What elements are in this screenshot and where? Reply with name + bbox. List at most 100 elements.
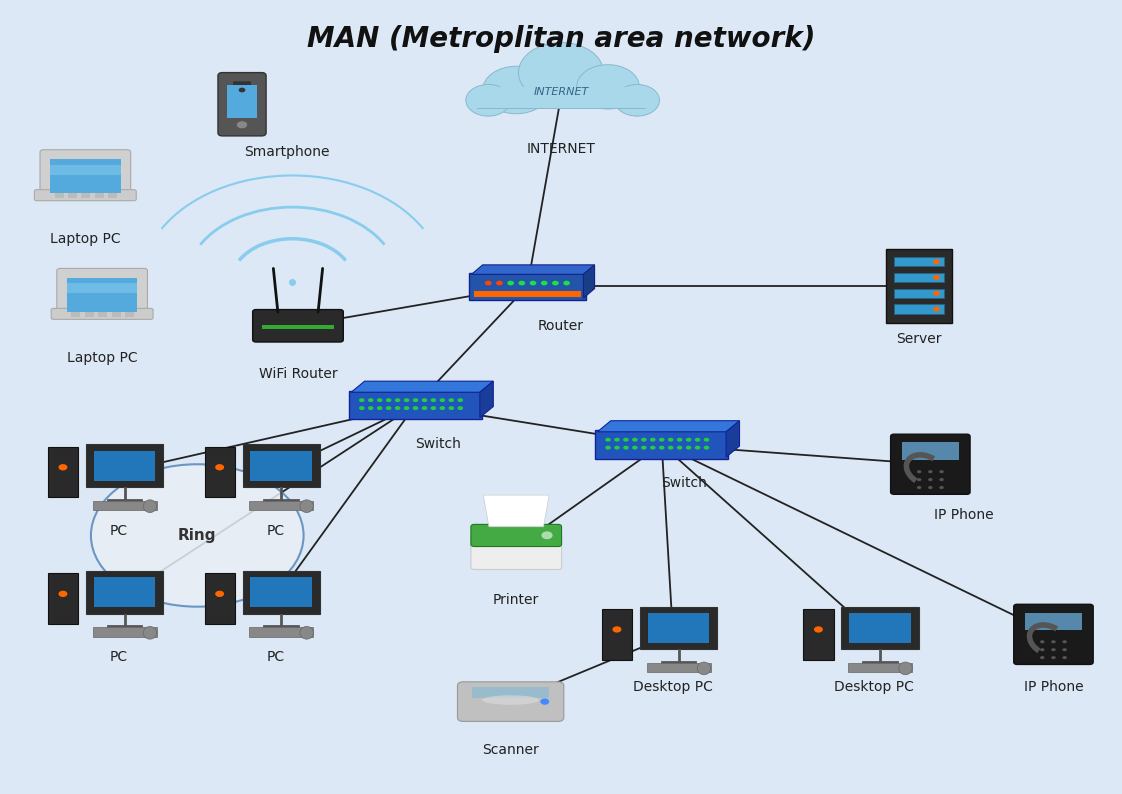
Circle shape — [939, 470, 944, 473]
FancyBboxPatch shape — [67, 283, 137, 294]
Ellipse shape — [300, 500, 313, 512]
Circle shape — [641, 437, 646, 441]
Circle shape — [1063, 648, 1067, 651]
FancyBboxPatch shape — [458, 682, 563, 722]
Polygon shape — [583, 265, 595, 298]
Circle shape — [917, 470, 921, 473]
Circle shape — [659, 437, 664, 441]
FancyBboxPatch shape — [646, 663, 710, 673]
Circle shape — [934, 260, 940, 264]
FancyBboxPatch shape — [109, 194, 117, 198]
Polygon shape — [726, 421, 739, 457]
FancyBboxPatch shape — [849, 613, 911, 643]
Circle shape — [917, 486, 921, 489]
Text: WiFi Router: WiFi Router — [259, 367, 338, 381]
FancyBboxPatch shape — [86, 445, 163, 488]
Circle shape — [928, 470, 932, 473]
Circle shape — [58, 591, 67, 597]
Circle shape — [58, 464, 67, 470]
Ellipse shape — [144, 500, 157, 512]
Circle shape — [917, 478, 921, 481]
Circle shape — [686, 437, 691, 441]
Circle shape — [605, 437, 610, 441]
Text: INTERNET: INTERNET — [526, 142, 596, 156]
Circle shape — [928, 478, 932, 481]
FancyBboxPatch shape — [48, 573, 79, 624]
FancyBboxPatch shape — [472, 688, 550, 699]
Circle shape — [1051, 648, 1056, 651]
Text: Laptop PC: Laptop PC — [67, 351, 137, 365]
FancyBboxPatch shape — [233, 81, 251, 86]
FancyBboxPatch shape — [252, 310, 343, 342]
FancyBboxPatch shape — [477, 87, 645, 109]
Circle shape — [440, 398, 445, 402]
Circle shape — [686, 445, 691, 449]
FancyBboxPatch shape — [473, 291, 581, 296]
Polygon shape — [471, 265, 595, 275]
Circle shape — [614, 445, 619, 449]
FancyBboxPatch shape — [72, 312, 81, 317]
Circle shape — [377, 398, 383, 402]
Circle shape — [496, 281, 503, 285]
FancyBboxPatch shape — [886, 249, 953, 323]
FancyBboxPatch shape — [95, 194, 104, 198]
Text: Ring: Ring — [178, 528, 217, 543]
Circle shape — [395, 398, 401, 402]
Text: Switch: Switch — [415, 437, 461, 450]
FancyBboxPatch shape — [1026, 612, 1082, 630]
Circle shape — [939, 486, 944, 489]
Circle shape — [422, 398, 427, 402]
FancyBboxPatch shape — [803, 609, 834, 660]
FancyBboxPatch shape — [894, 304, 945, 314]
Circle shape — [1040, 640, 1045, 643]
Circle shape — [404, 406, 410, 410]
Text: Smartphone: Smartphone — [245, 145, 330, 160]
FancyBboxPatch shape — [471, 533, 561, 569]
Polygon shape — [480, 381, 494, 418]
Circle shape — [677, 445, 682, 449]
Circle shape — [386, 406, 392, 410]
Text: IP Phone: IP Phone — [935, 508, 994, 522]
Circle shape — [695, 445, 700, 449]
FancyBboxPatch shape — [68, 194, 77, 198]
FancyBboxPatch shape — [469, 273, 586, 299]
Text: Router: Router — [539, 319, 583, 333]
Circle shape — [541, 699, 550, 705]
Ellipse shape — [300, 626, 313, 639]
Circle shape — [623, 437, 628, 441]
Circle shape — [1063, 656, 1067, 659]
FancyBboxPatch shape — [99, 312, 108, 317]
FancyBboxPatch shape — [55, 194, 64, 198]
Circle shape — [615, 84, 660, 116]
FancyBboxPatch shape — [242, 445, 320, 488]
FancyBboxPatch shape — [249, 627, 313, 637]
Text: PC: PC — [110, 650, 128, 665]
Ellipse shape — [91, 464, 304, 607]
FancyBboxPatch shape — [204, 447, 234, 498]
Circle shape — [359, 406, 365, 410]
FancyBboxPatch shape — [93, 627, 157, 637]
Circle shape — [422, 406, 427, 410]
Text: Server: Server — [896, 332, 941, 346]
Circle shape — [440, 406, 445, 410]
Circle shape — [563, 281, 570, 285]
Circle shape — [605, 445, 610, 449]
Circle shape — [404, 398, 410, 402]
FancyBboxPatch shape — [94, 451, 155, 481]
FancyBboxPatch shape — [57, 268, 147, 317]
Polygon shape — [351, 381, 494, 392]
Circle shape — [928, 486, 932, 489]
Circle shape — [413, 406, 419, 410]
Circle shape — [482, 66, 550, 114]
FancyBboxPatch shape — [218, 72, 266, 136]
Text: Switch: Switch — [661, 476, 707, 490]
FancyBboxPatch shape — [349, 391, 482, 419]
FancyBboxPatch shape — [40, 150, 130, 198]
Circle shape — [239, 87, 246, 92]
FancyBboxPatch shape — [471, 524, 561, 546]
Circle shape — [934, 306, 940, 311]
FancyBboxPatch shape — [902, 442, 958, 460]
Text: Printer: Printer — [493, 593, 540, 607]
FancyBboxPatch shape — [647, 613, 709, 643]
FancyBboxPatch shape — [204, 573, 234, 624]
